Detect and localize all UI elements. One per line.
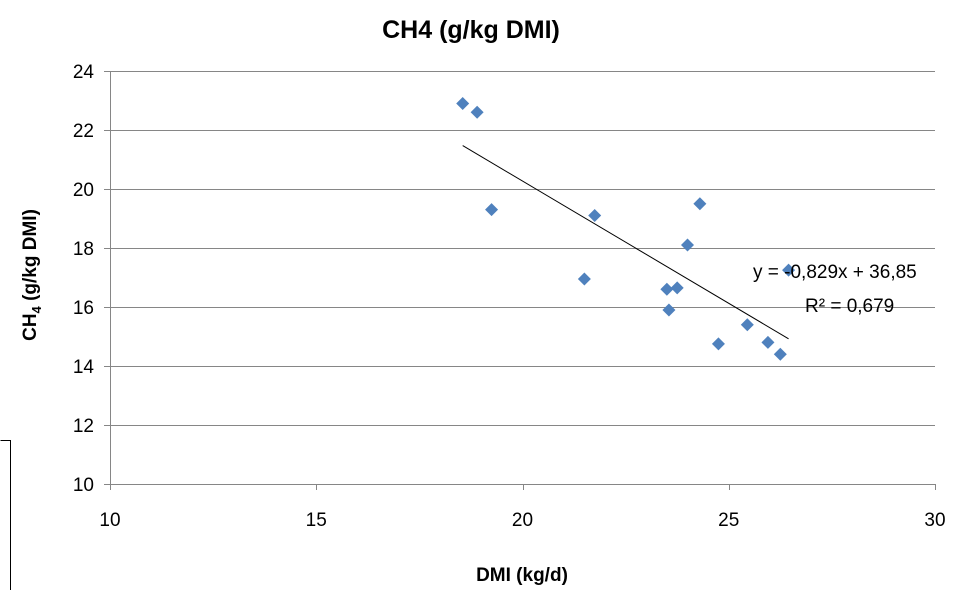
partial-frame-border [0, 440, 11, 590]
data-point [660, 282, 674, 296]
data-point [773, 347, 787, 361]
x-tick-label: 30 [924, 510, 945, 531]
y-tick-labels: 10 12 14 16 18 20 22 24 [73, 62, 110, 496]
data-point [485, 203, 499, 217]
y-tick-label: 22 [73, 121, 94, 142]
trendline-equation: y = -0,829x + 36,85 [753, 262, 917, 283]
data-point [456, 96, 470, 110]
r-squared-label: R² = 0,679 [805, 296, 894, 317]
y-tick-label: 18 [73, 239, 94, 260]
data-point [662, 303, 676, 317]
trendline [462, 145, 789, 340]
data-point [670, 281, 684, 295]
y-tick-label: 16 [73, 298, 94, 319]
data-point [681, 238, 694, 252]
data-point [693, 197, 707, 211]
y-tick-label: 12 [73, 416, 94, 437]
x-tick-label: 10 [99, 510, 120, 531]
data-point [740, 318, 754, 332]
gridlines [110, 71, 935, 426]
data-point [761, 335, 775, 349]
axes [110, 71, 935, 485]
data-point [782, 263, 796, 277]
x-tick-labels: 10 15 20 25 30 [99, 484, 946, 531]
data-points [456, 96, 796, 361]
y-tick-label: 24 [73, 62, 95, 83]
data-point [470, 105, 484, 119]
x-axis-label: DMI (kg/d) [476, 565, 568, 586]
data-point [577, 272, 591, 286]
data-point [588, 209, 602, 223]
chart-title: CH4 (g/kg DMI) [382, 16, 560, 44]
trendline-group [462, 145, 789, 340]
y-axis-label-rest: (g/kg DMI) [20, 209, 41, 306]
y-axis-label: CH4 (g/kg DMI) [20, 209, 44, 341]
x-tick-label: 15 [306, 510, 327, 531]
y-tick-label: 14 [73, 357, 95, 378]
x-tick-label: 25 [718, 510, 739, 531]
y-tick-label: 10 [73, 475, 94, 496]
x-tick-label: 20 [512, 510, 533, 531]
y-axis-label-main: CH [20, 313, 41, 340]
y-axis-label-subscript: 4 [29, 305, 44, 313]
data-point [711, 337, 725, 351]
y-tick-label: 20 [73, 180, 94, 201]
